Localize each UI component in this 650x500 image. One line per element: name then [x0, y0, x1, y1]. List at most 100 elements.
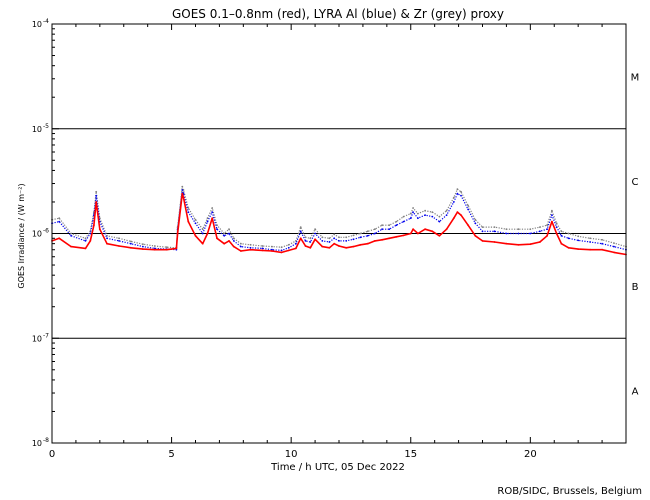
data-point [216, 237, 218, 240]
data-point [431, 230, 434, 233]
data-point [130, 242, 132, 245]
data-series-layer [51, 185, 627, 256]
data-point [577, 239, 580, 242]
data-point [304, 240, 307, 242]
data-point [467, 224, 469, 227]
data-point [338, 236, 340, 239]
data-point [539, 230, 541, 233]
data-point [345, 240, 348, 242]
data-point [456, 188, 459, 191]
data-point [388, 228, 391, 231]
data-point [118, 237, 120, 240]
data-point [493, 241, 496, 243]
data-point [228, 232, 230, 235]
data-point [287, 246, 290, 249]
data-point [567, 246, 570, 249]
data-point [613, 245, 615, 248]
data-point [374, 228, 376, 231]
data-point [388, 237, 391, 240]
data-point [555, 226, 558, 229]
y-tick-exponent: -4 [43, 18, 49, 25]
data-point [493, 226, 496, 229]
data-point [460, 214, 462, 217]
y-tick-label: 10 [32, 125, 42, 134]
data-point [409, 212, 412, 215]
data-point [577, 235, 580, 238]
data-point [505, 232, 508, 235]
data-point [201, 242, 204, 245]
data-point [261, 247, 264, 250]
x-tick-label: 20 [524, 449, 537, 460]
data-point [424, 228, 426, 231]
data-point [395, 235, 398, 238]
data-point [182, 196, 185, 199]
data-point [431, 211, 434, 214]
data-point [359, 232, 362, 235]
data-point [240, 242, 242, 245]
data-point [381, 228, 383, 231]
data-point [84, 247, 87, 250]
data-point [577, 248, 580, 251]
flare-class-labels: A B C M [631, 72, 640, 397]
data-point [106, 242, 108, 245]
data-point [228, 240, 230, 242]
data-point [456, 211, 459, 214]
data-point [505, 242, 508, 245]
flare-class-label: B [632, 282, 639, 293]
data-point [232, 237, 235, 240]
data-point [314, 228, 316, 231]
data-point [118, 240, 120, 242]
data-point [452, 196, 455, 199]
data-point [249, 248, 252, 251]
data-point [613, 242, 615, 245]
data-point [589, 241, 591, 243]
data-point [359, 243, 362, 246]
data-point [551, 209, 553, 212]
data-point [280, 246, 283, 249]
y-tick-exponent: -8 [43, 437, 49, 444]
data-point [529, 228, 532, 231]
data-point [153, 247, 156, 250]
data-point [271, 250, 273, 252]
data-point [309, 241, 312, 243]
data-point [529, 243, 532, 246]
data-point [417, 212, 419, 215]
data-point [601, 238, 603, 241]
data-point [352, 238, 355, 241]
data-point [98, 228, 101, 231]
flare-class-label: C [632, 177, 639, 188]
data-point [412, 211, 414, 214]
data-point [546, 224, 548, 227]
data-point [474, 218, 477, 221]
data-point [287, 243, 290, 246]
data-point [84, 240, 87, 242]
data-point [232, 245, 235, 248]
data-point [517, 228, 520, 231]
data-point [381, 224, 383, 227]
data-point [58, 217, 61, 220]
data-point [280, 251, 283, 254]
data-point [546, 228, 548, 231]
data-point [165, 248, 168, 251]
data-point [345, 236, 348, 239]
y-tick-label: 10 [32, 230, 42, 239]
data-point [445, 214, 448, 217]
data-point [249, 243, 252, 246]
data-point [551, 220, 553, 223]
data-point [194, 222, 197, 225]
data-point [601, 242, 603, 245]
data-point [438, 220, 441, 223]
data-point [201, 228, 204, 231]
data-point [460, 194, 462, 197]
data-point [333, 233, 336, 236]
data-point [555, 232, 558, 235]
data-point [517, 243, 520, 246]
data-point [106, 237, 108, 240]
data-point [304, 245, 307, 247]
data-point [539, 241, 541, 243]
data-point [374, 240, 376, 242]
data-point [70, 234, 72, 237]
data-point [98, 217, 101, 220]
data-point [589, 237, 591, 240]
data-point [206, 232, 209, 235]
